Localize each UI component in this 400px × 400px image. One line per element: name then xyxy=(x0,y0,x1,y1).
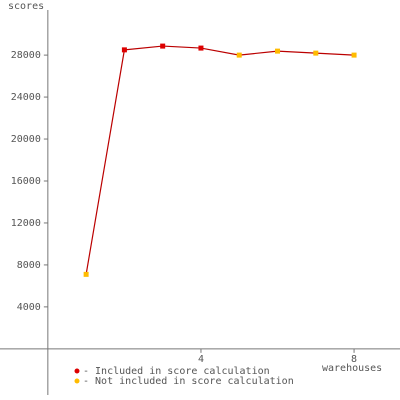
legend-marker xyxy=(74,378,80,384)
point xyxy=(313,50,319,56)
point xyxy=(351,52,357,58)
y-tick-label: 16000 xyxy=(11,176,41,187)
y-tick-label: 24000 xyxy=(11,92,41,103)
y-axis-label: scores xyxy=(8,1,44,12)
point xyxy=(121,47,127,53)
y-tick-label: 12000 xyxy=(11,218,41,229)
line xyxy=(85,45,355,275)
point xyxy=(275,48,281,54)
x-tick-label: 8 xyxy=(351,354,357,365)
point xyxy=(83,271,89,277)
y-tick-label: 4000 xyxy=(17,302,41,313)
legend-marker xyxy=(74,368,80,374)
x-tick-label: 4 xyxy=(198,354,204,365)
legend-label: - Not included in score calculation xyxy=(83,376,294,387)
point xyxy=(236,52,242,58)
y-tick-label: 20000 xyxy=(11,134,41,145)
point xyxy=(198,45,204,51)
point xyxy=(160,43,166,49)
y-tick-label: 28000 xyxy=(11,50,41,61)
x-axis-label: warehouses xyxy=(322,363,382,374)
legend-label: - Included in score calculation xyxy=(83,366,270,377)
y-tick-label: 8000 xyxy=(17,260,41,271)
